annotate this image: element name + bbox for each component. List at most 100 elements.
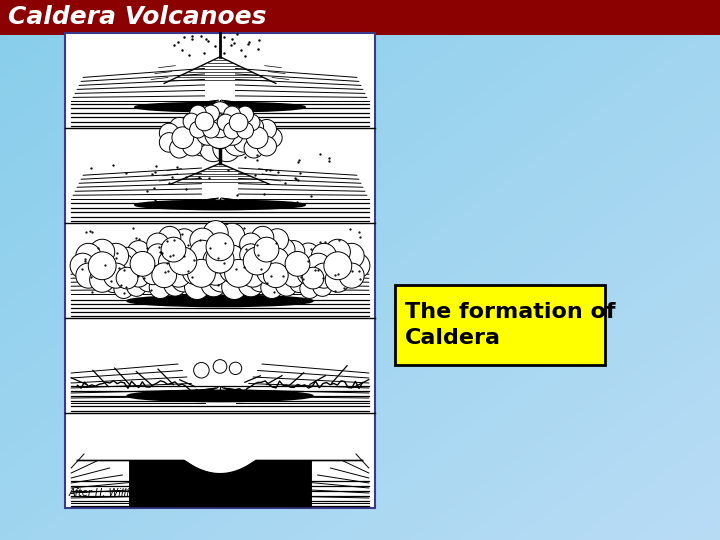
FancyBboxPatch shape <box>395 285 605 365</box>
Circle shape <box>209 102 231 124</box>
Circle shape <box>147 233 169 255</box>
Circle shape <box>221 123 243 145</box>
Circle shape <box>212 104 240 132</box>
Circle shape <box>229 113 248 132</box>
Circle shape <box>312 277 332 296</box>
Circle shape <box>104 263 129 288</box>
Circle shape <box>201 250 226 275</box>
Circle shape <box>264 263 288 288</box>
Circle shape <box>149 253 171 275</box>
Circle shape <box>264 248 289 274</box>
Circle shape <box>209 267 233 292</box>
Circle shape <box>182 259 207 285</box>
Circle shape <box>297 262 320 285</box>
Circle shape <box>271 258 293 280</box>
Circle shape <box>282 241 305 263</box>
Circle shape <box>104 273 123 293</box>
Circle shape <box>208 261 233 286</box>
Circle shape <box>220 223 245 248</box>
Circle shape <box>227 254 252 280</box>
Circle shape <box>158 251 181 273</box>
Circle shape <box>138 259 160 281</box>
Circle shape <box>109 253 135 278</box>
Circle shape <box>249 269 271 292</box>
Circle shape <box>188 128 208 147</box>
Circle shape <box>206 245 234 273</box>
Circle shape <box>159 123 179 143</box>
Circle shape <box>297 243 320 265</box>
Circle shape <box>257 259 282 285</box>
Circle shape <box>189 110 217 138</box>
Circle shape <box>324 252 352 280</box>
Circle shape <box>153 254 178 280</box>
Circle shape <box>206 233 234 261</box>
Circle shape <box>89 252 116 280</box>
Circle shape <box>184 119 212 147</box>
Circle shape <box>183 113 200 130</box>
Circle shape <box>276 254 298 276</box>
Circle shape <box>243 114 260 131</box>
Circle shape <box>194 362 209 378</box>
Circle shape <box>203 233 228 258</box>
Circle shape <box>170 117 189 137</box>
Circle shape <box>237 122 253 139</box>
Circle shape <box>76 244 101 268</box>
Bar <box>65 33 375 508</box>
Circle shape <box>130 252 155 276</box>
Circle shape <box>174 248 196 271</box>
Circle shape <box>224 106 240 123</box>
Circle shape <box>189 122 207 138</box>
Circle shape <box>166 235 191 260</box>
Circle shape <box>238 272 264 297</box>
Circle shape <box>171 267 197 292</box>
Circle shape <box>276 274 298 296</box>
Circle shape <box>227 247 252 272</box>
Circle shape <box>339 244 364 268</box>
Circle shape <box>212 134 240 161</box>
Circle shape <box>225 259 253 287</box>
Circle shape <box>142 262 164 285</box>
Circle shape <box>153 242 178 267</box>
Circle shape <box>304 253 326 275</box>
Circle shape <box>192 114 214 137</box>
Circle shape <box>184 247 210 272</box>
Circle shape <box>345 253 370 278</box>
Circle shape <box>203 248 228 273</box>
Circle shape <box>104 264 123 283</box>
Circle shape <box>246 261 271 286</box>
Circle shape <box>149 276 171 299</box>
Circle shape <box>221 105 243 128</box>
Circle shape <box>132 268 152 288</box>
Circle shape <box>300 258 320 277</box>
Circle shape <box>246 127 268 148</box>
Circle shape <box>209 113 226 130</box>
Circle shape <box>202 105 220 122</box>
Circle shape <box>190 248 215 274</box>
Circle shape <box>325 267 351 292</box>
Circle shape <box>228 119 256 147</box>
Circle shape <box>312 260 332 279</box>
Circle shape <box>339 263 364 288</box>
Circle shape <box>266 229 289 251</box>
Circle shape <box>220 245 245 270</box>
Circle shape <box>158 226 181 249</box>
Circle shape <box>289 264 309 283</box>
Circle shape <box>187 259 215 287</box>
Circle shape <box>312 244 336 268</box>
Circle shape <box>249 259 271 281</box>
Circle shape <box>138 269 160 292</box>
Circle shape <box>244 139 264 158</box>
Circle shape <box>243 247 271 275</box>
Circle shape <box>217 114 234 131</box>
Circle shape <box>257 238 282 262</box>
Circle shape <box>190 228 215 253</box>
Circle shape <box>172 127 194 148</box>
Circle shape <box>261 276 283 299</box>
Circle shape <box>180 239 202 261</box>
Circle shape <box>116 258 138 280</box>
Circle shape <box>227 242 252 267</box>
Circle shape <box>127 265 150 287</box>
Circle shape <box>229 362 242 375</box>
Circle shape <box>190 253 215 278</box>
Circle shape <box>142 243 164 265</box>
